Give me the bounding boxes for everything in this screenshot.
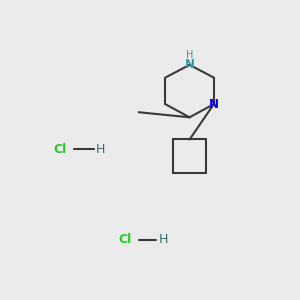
Text: N: N xyxy=(209,98,219,111)
Text: Cl: Cl xyxy=(54,143,67,156)
Text: H: H xyxy=(186,50,193,60)
Text: H: H xyxy=(96,143,105,156)
Text: Cl: Cl xyxy=(118,233,131,246)
Text: H: H xyxy=(158,233,168,246)
Text: N: N xyxy=(184,58,195,71)
